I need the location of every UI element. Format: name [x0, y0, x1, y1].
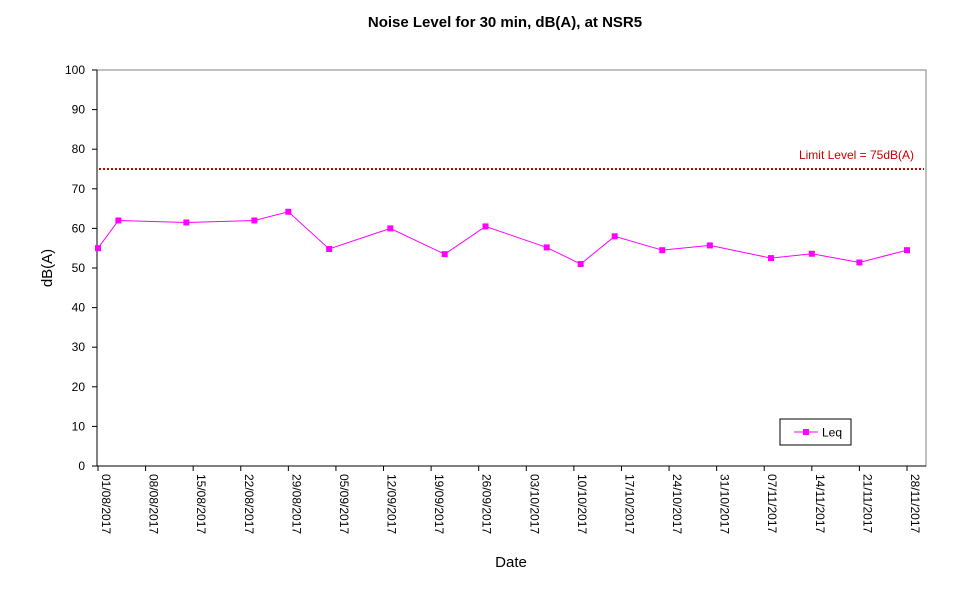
y-tick-label: 60 [72, 221, 86, 235]
x-tick-label: 14/11/2017 [813, 474, 827, 533]
plot-area [96, 69, 927, 467]
x-tick-label: 03/10/2017 [527, 474, 541, 534]
y-tick-label: 70 [72, 182, 86, 196]
data-point [482, 223, 489, 230]
data-point [768, 255, 775, 262]
data-point [808, 250, 815, 257]
x-tick-label: 28/11/2017 [908, 474, 922, 533]
data-point [441, 251, 448, 258]
y-tick-label: 50 [72, 261, 86, 275]
data-point [95, 245, 101, 252]
y-tick-label: 0 [78, 459, 85, 473]
x-tick-label: 05/09/2017 [337, 474, 351, 534]
y-tick-label: 100 [65, 63, 85, 77]
x-tick-label: 31/10/2017 [718, 474, 732, 534]
y-axis-title: dB(A) [39, 249, 56, 287]
x-tick-label: 01/08/2017 [99, 474, 113, 534]
data-point [706, 242, 713, 249]
x-tick-label: 12/09/2017 [385, 474, 399, 534]
x-tick-label: 29/08/2017 [289, 474, 303, 534]
data-point [326, 245, 333, 252]
data-point [251, 217, 258, 224]
data-point [904, 247, 910, 254]
x-tick-label: 17/10/2017 [622, 474, 636, 534]
legend-label-leq: Leq [822, 426, 842, 440]
legend: Leq [779, 418, 852, 446]
x-tick-label: 21/11/2017 [860, 474, 874, 533]
x-tick-label: 19/09/2017 [432, 474, 446, 534]
x-tick-label: 26/09/2017 [480, 474, 494, 534]
data-point [577, 261, 584, 268]
x-axis-title: Date [495, 554, 527, 571]
series-line [97, 211, 908, 265]
data-point [611, 233, 618, 240]
data-point [659, 247, 666, 254]
y-tick-label: 80 [72, 142, 86, 156]
data-point [856, 259, 863, 266]
y-tick-label: 10 [72, 419, 86, 433]
limit-level-label: Limit Level = 75dB(A) [799, 148, 914, 162]
x-tick-label: 15/08/2017 [194, 474, 208, 534]
series-leq [95, 208, 910, 268]
data-point [285, 208, 292, 215]
y-tick-label: 40 [72, 301, 86, 315]
chart-title: Noise Level for 30 min, dB(A), at NSR5 [367, 14, 643, 31]
y-axis-ticks: 0 10 20 30 40 50 60 70 80 90 100 [65, 63, 97, 473]
legend-marker [803, 429, 809, 435]
y-tick-label: 30 [72, 340, 86, 354]
data-point [387, 225, 394, 232]
data-point [543, 244, 550, 251]
y-tick-label: 20 [72, 380, 86, 394]
x-tick-label: 07/11/2017 [765, 474, 779, 533]
limit-level-group: Limit Level = 75dB(A) [99, 148, 924, 170]
x-axis-ticks: 01/08/2017 08/08/2017 15/08/2017 22/08/2017… [97, 466, 922, 534]
x-tick-label: 10/10/2017 [575, 474, 589, 534]
data-point [183, 219, 190, 226]
x-tick-label: 22/08/2017 [242, 474, 256, 534]
x-tick-label: 08/08/2017 [147, 474, 161, 534]
x-tick-label: 24/10/2017 [670, 474, 684, 534]
y-tick-label: 90 [72, 103, 86, 117]
data-point [115, 217, 122, 224]
